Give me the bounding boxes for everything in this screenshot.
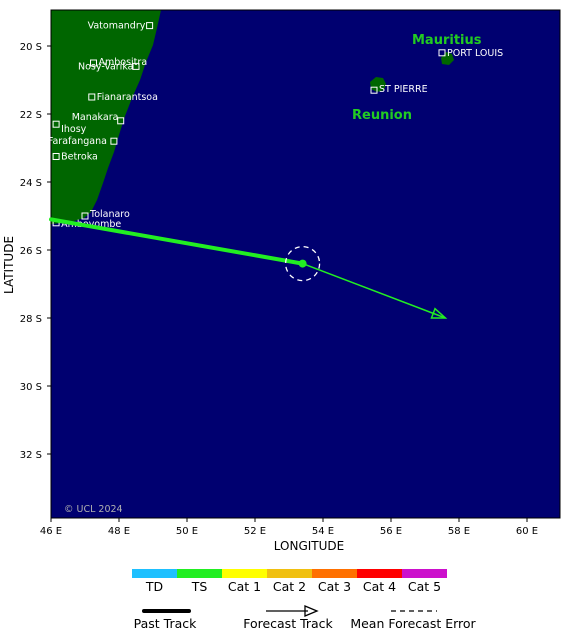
legend-swatch bbox=[177, 569, 222, 578]
place-label: Betroka bbox=[61, 152, 98, 163]
place-label: Ihosy bbox=[61, 124, 87, 135]
x-tick-label: 50 E bbox=[176, 526, 198, 537]
place-marker bbox=[81, 212, 89, 220]
place-marker bbox=[132, 62, 140, 70]
legend-swatch bbox=[222, 569, 267, 578]
place-label: Nosy-Varika bbox=[78, 61, 133, 72]
place-label: Farafangana bbox=[48, 136, 107, 147]
y-tick-label: 26 S bbox=[20, 246, 42, 257]
forecast-track-legend-label: Forecast Track bbox=[243, 616, 333, 631]
place-marker bbox=[52, 153, 60, 160]
place-label: Manakara bbox=[72, 112, 119, 123]
category-legend: TD TS Cat 1 Cat 2 Cat 3 Cat 4 Cat 5 bbox=[132, 569, 447, 594]
forecast-track-line bbox=[302, 262, 446, 319]
place-marker bbox=[146, 22, 154, 30]
legend-category-label: Cat 3 bbox=[318, 579, 351, 594]
y-tick-label: 20 S bbox=[20, 42, 42, 53]
region-label-reunion: Reunion bbox=[352, 108, 412, 123]
place-marker bbox=[370, 86, 378, 94]
plot-frame bbox=[50, 9, 561, 519]
place-label: Vatomandry bbox=[88, 21, 146, 32]
forecast-error-circle bbox=[284, 245, 321, 282]
y-tick-label: 30 S bbox=[20, 382, 42, 393]
legend-swatch bbox=[312, 569, 357, 578]
place-marker bbox=[90, 59, 97, 67]
place-marker bbox=[117, 117, 125, 125]
storm-track bbox=[49, 217, 448, 319]
mauritius-island bbox=[441, 52, 454, 65]
region-label-mauritius: Mauritius bbox=[412, 33, 482, 48]
legend-swatch bbox=[132, 569, 177, 578]
x-tick-label: 60 E bbox=[516, 526, 538, 537]
forecast-arrow-icon bbox=[304, 605, 319, 617]
reunion-island bbox=[370, 77, 386, 92]
legend-category-label: TD bbox=[145, 579, 163, 594]
place-marker bbox=[110, 137, 118, 145]
y-tick-label: 24 S bbox=[20, 178, 42, 189]
y-tick-label: 32 S bbox=[20, 450, 42, 461]
place-label: ST PIERRE bbox=[379, 84, 428, 95]
legend-swatch bbox=[357, 569, 402, 578]
place-marker bbox=[88, 93, 96, 101]
legend-category-label: TS bbox=[191, 579, 208, 594]
y-tick-label: 22 S bbox=[20, 110, 42, 121]
legend-category-label: Cat 5 bbox=[408, 579, 441, 594]
y-axis-title: LATITUDE bbox=[2, 236, 16, 294]
x-tick-label: 54 E bbox=[312, 526, 334, 537]
x-tick-label: 52 E bbox=[244, 526, 266, 537]
legend-category-label: Cat 2 bbox=[273, 579, 306, 594]
x-tick-label: 56 E bbox=[380, 526, 402, 537]
past-track-line bbox=[49, 217, 305, 266]
forecast-arrowhead bbox=[430, 307, 448, 319]
place-label: PORT LOUIS bbox=[447, 48, 503, 59]
place-marker bbox=[52, 120, 60, 128]
place-label: Ambositra bbox=[99, 57, 148, 68]
place-label: Ambovombe bbox=[61, 219, 121, 230]
past-track-legend-label: Past Track bbox=[134, 616, 197, 631]
x-axis-title: LONGITUDE bbox=[274, 539, 344, 553]
place-label: Tolanaro bbox=[89, 209, 130, 220]
y-tick-label: 28 S bbox=[20, 314, 42, 325]
current-position-marker bbox=[298, 259, 307, 268]
x-tick-label: 58 E bbox=[448, 526, 470, 537]
place-marker bbox=[438, 49, 446, 57]
legend-swatch bbox=[267, 569, 312, 578]
legend-swatch bbox=[402, 569, 447, 578]
forecast-error-legend-label: Mean Forecast Error bbox=[350, 616, 476, 631]
legend-category-label: Cat 1 bbox=[228, 579, 261, 594]
place-label: Fianarantsoa bbox=[97, 92, 158, 103]
x-tick-label: 48 E bbox=[108, 526, 130, 537]
copyright-text: © UCL 2024 bbox=[64, 504, 123, 515]
legend-category-label: Cat 4 bbox=[363, 579, 396, 594]
axis-ticks: 46 E 48 E 50 E 52 E 54 E 56 E 58 E 60 E 20 S 22 S… bbox=[20, 42, 538, 537]
x-tick-label: 46 E bbox=[40, 526, 62, 537]
